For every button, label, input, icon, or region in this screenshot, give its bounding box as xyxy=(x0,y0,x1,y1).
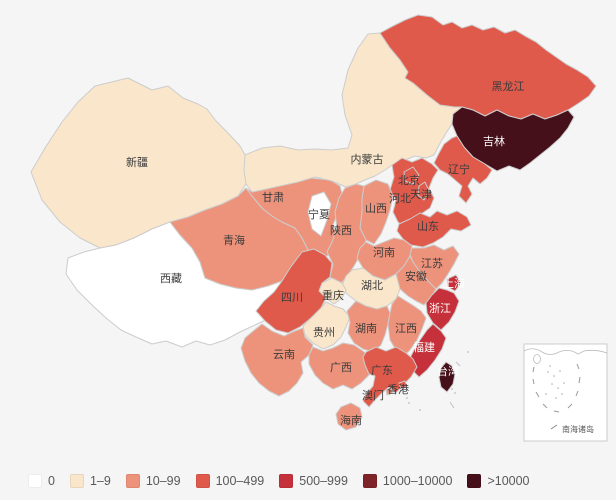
legend-label: 100–499 xyxy=(215,474,265,488)
province-heilongjiang[interactable] xyxy=(379,14,597,120)
inset-hainan-outline xyxy=(533,354,541,364)
legend-item[interactable]: 10–99 xyxy=(125,474,181,488)
legend-label: 0 xyxy=(48,474,55,488)
province-zhejiang[interactable] xyxy=(425,287,460,331)
province-jiangxi[interactable] xyxy=(387,295,427,358)
province-xianggang[interactable] xyxy=(398,380,408,390)
inset-label: 南海诸岛 xyxy=(562,424,594,434)
legend-item[interactable]: >10000 xyxy=(467,474,530,488)
province-guangxi[interactable] xyxy=(308,342,376,390)
south-china-sea-inset: 南海诸岛 xyxy=(523,343,608,442)
inset-island-dots xyxy=(545,365,565,399)
legend-swatch xyxy=(362,474,377,488)
legend-label: >10000 xyxy=(487,474,530,488)
province-shanghai[interactable] xyxy=(446,274,462,292)
inset-frame xyxy=(523,343,608,442)
legend-item[interactable]: 1–9 xyxy=(69,474,111,488)
province-shapes xyxy=(30,14,597,431)
legend-label: 500–999 xyxy=(299,474,348,488)
legend-item[interactable]: 500–999 xyxy=(279,474,348,488)
province-fujian[interactable] xyxy=(408,323,447,378)
province-guangdong[interactable] xyxy=(362,346,418,408)
legend-item[interactable]: 1000–10000 xyxy=(362,474,453,488)
province-yunnan[interactable] xyxy=(240,323,314,397)
province-beijing[interactable] xyxy=(403,166,420,185)
inset-dash-line xyxy=(532,363,581,413)
legend-label: 10–99 xyxy=(145,474,181,488)
province-taiwan[interactable] xyxy=(438,361,456,393)
province-hainan[interactable] xyxy=(335,402,363,431)
province-hebei[interactable] xyxy=(389,157,439,229)
legend-swatch xyxy=(28,474,42,488)
province-guizhou[interactable] xyxy=(302,301,351,350)
legend-label: 1000–10000 xyxy=(382,474,453,488)
inset-label-tick xyxy=(550,424,558,430)
legend-label: 1–9 xyxy=(89,474,111,488)
legend-item[interactable]: 0 xyxy=(28,474,55,488)
legend: 0 1–9 10–99 100–499 500–999 1000–10000 >10000 xyxy=(28,474,530,488)
province-aomen[interactable] xyxy=(385,387,393,396)
legend-swatch xyxy=(279,474,294,488)
province-shanxi[interactable] xyxy=(359,179,394,245)
inset-coastline xyxy=(523,348,608,355)
legend-swatch xyxy=(467,474,482,488)
legend-swatch xyxy=(69,474,84,488)
china-choropleth-map: 南海诸岛 新疆西藏青海甘肃内蒙古宁夏陕西山西河北北京天津山东河南江苏安徽上海湖北… xyxy=(30,14,608,442)
province-hunan[interactable] xyxy=(346,300,391,353)
legend-swatch xyxy=(125,474,140,488)
province-ningxia[interactable] xyxy=(307,191,332,237)
islet-marks xyxy=(406,351,469,411)
legend-item[interactable]: 100–499 xyxy=(195,474,265,488)
legend-swatch xyxy=(195,474,210,488)
province-tianjin[interactable] xyxy=(417,181,430,201)
province-liaoning[interactable] xyxy=(433,135,493,204)
